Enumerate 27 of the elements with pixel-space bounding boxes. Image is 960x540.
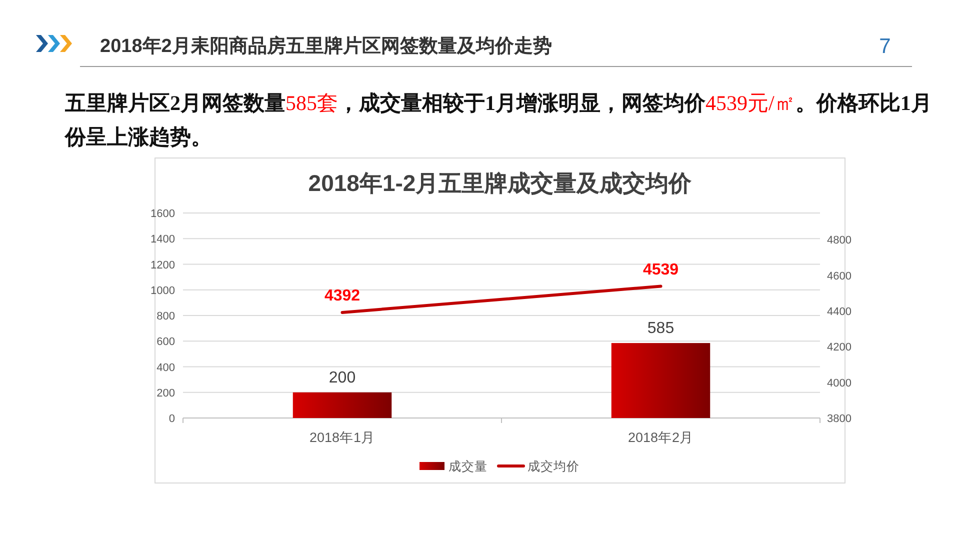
text: 五里牌片区2月网签数量585套，成交量相较于1月增涨明显，网签均价4539元/㎡。价格环比1月份呈上涨趋势。 bbox=[65, 91, 932, 149]
y-tick-label: 1000 bbox=[150, 284, 175, 297]
x-tick-label: 2018年1月 bbox=[309, 430, 376, 445]
y2-tick-label: 4800 bbox=[827, 234, 852, 247]
y-tick-label: 800 bbox=[156, 310, 175, 322]
y-tick-label: 1600 bbox=[150, 208, 175, 220]
y-tick-label: 200 bbox=[156, 387, 175, 400]
text: 7 bbox=[879, 35, 891, 58]
chart-title: 2018年1-2月五里牌成交量及成交均价 bbox=[308, 170, 693, 196]
y2-tick-label: 4200 bbox=[827, 342, 852, 354]
data-label: 4392 bbox=[324, 287, 360, 304]
data-label: 585 bbox=[647, 320, 674, 338]
y2-tick-label: 4600 bbox=[827, 270, 852, 282]
y-tick-label: 0 bbox=[168, 413, 175, 425]
data-label: 4539 bbox=[642, 261, 679, 278]
y2-tick-label: 4400 bbox=[827, 306, 852, 318]
y-tick-label: 1400 bbox=[150, 234, 175, 246]
y2-tick-label: 3800 bbox=[827, 413, 852, 425]
legend-label: 成交均价 bbox=[528, 458, 580, 474]
y-tick-label: 400 bbox=[156, 362, 175, 374]
y-tick-label: 600 bbox=[156, 336, 175, 348]
text: 2018年2月耒阳商品房五里牌片区网签数量及均价走势 bbox=[100, 35, 552, 57]
y2-tick-label: 4000 bbox=[827, 377, 852, 390]
x-tick-label: 2018年2月 bbox=[628, 430, 694, 445]
legend-label: 成交量 bbox=[448, 458, 488, 474]
y-tick-label: 1200 bbox=[150, 259, 175, 272]
data-label: 200 bbox=[328, 369, 356, 386]
